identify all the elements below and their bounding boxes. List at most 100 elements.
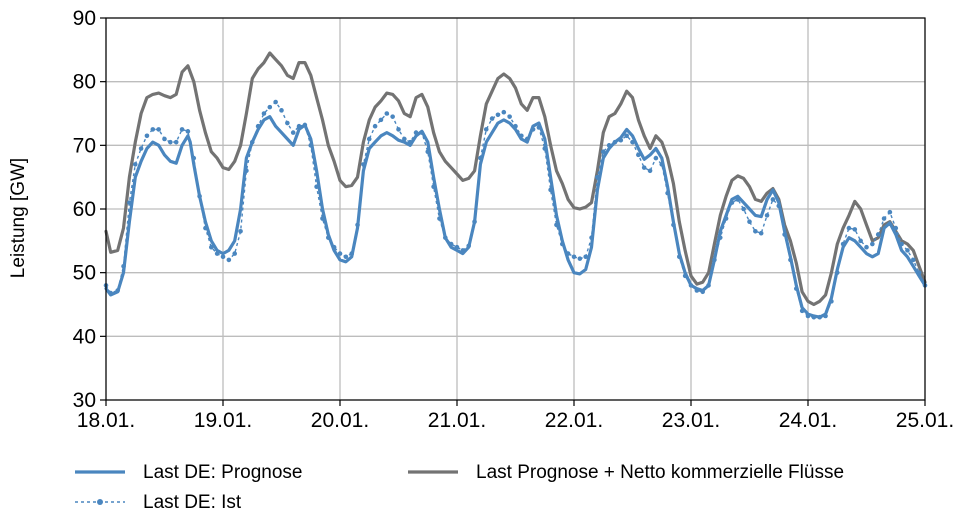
data-point <box>366 136 372 142</box>
data-point <box>495 112 501 118</box>
data-point <box>624 133 629 139</box>
data-point <box>402 136 407 142</box>
y-tick-label: 50 <box>73 262 96 285</box>
data-point <box>519 133 524 139</box>
x-tick-label: 22.01. <box>545 409 603 432</box>
data-point <box>524 136 530 142</box>
y-tick-label: 90 <box>73 7 96 30</box>
data-point <box>747 219 752 225</box>
data-point <box>794 286 799 291</box>
data-point <box>870 241 875 247</box>
data-point <box>530 127 536 132</box>
data-point <box>460 248 466 253</box>
data-point <box>448 241 454 247</box>
data-point <box>542 146 548 151</box>
data-point <box>846 225 852 231</box>
data-point <box>384 111 390 116</box>
series-layer <box>103 51 928 320</box>
data-point <box>583 254 588 260</box>
data-point <box>905 248 910 253</box>
data-point <box>378 117 384 123</box>
data-point <box>560 241 565 247</box>
data-point <box>653 155 659 161</box>
data-point <box>320 216 325 221</box>
data-point <box>911 257 916 263</box>
data-point <box>671 222 676 228</box>
data-point <box>712 257 717 263</box>
grid-lines <box>105 17 926 401</box>
data-point <box>840 241 846 247</box>
data-point <box>600 149 606 154</box>
data-point <box>717 235 723 240</box>
data-point <box>606 143 612 148</box>
data-point <box>630 139 635 145</box>
data-point <box>647 168 653 174</box>
data-point <box>589 235 594 240</box>
data-point <box>753 228 758 234</box>
data-point <box>249 139 255 145</box>
data-point <box>565 251 571 256</box>
data-point <box>203 225 208 231</box>
data-point <box>612 139 618 145</box>
data-point <box>314 184 319 190</box>
y-axis-title: Leistung [GW] <box>8 158 29 278</box>
series-line-last-prognose-netto-kommerzielle-fl-sse <box>104 51 927 307</box>
data-point <box>361 162 366 167</box>
data-point <box>279 108 284 113</box>
data-point <box>115 288 120 293</box>
data-point <box>641 165 647 170</box>
data-point <box>296 123 302 129</box>
y-tick-label: 70 <box>73 134 96 157</box>
legend-item: Last DE: Ist <box>75 492 242 513</box>
data-point <box>308 143 314 148</box>
data-point <box>443 235 448 240</box>
data-point <box>735 197 741 202</box>
y-tick-label: 60 <box>73 198 96 221</box>
data-point <box>893 225 899 231</box>
data-point <box>238 228 243 234</box>
data-point <box>770 197 776 202</box>
legend: Last DE: Prognose Last Prognose + Netto k… <box>75 462 844 513</box>
x-tick-label: 24.01. <box>779 409 837 432</box>
data-point <box>548 187 553 193</box>
data-point <box>881 216 887 221</box>
x-tick-label: 19.01. <box>194 409 252 432</box>
data-point <box>700 289 705 295</box>
data-point <box>185 129 191 134</box>
data-point <box>108 290 113 296</box>
data-point <box>805 313 811 319</box>
data-point <box>273 99 278 105</box>
data-point <box>331 244 337 250</box>
data-point <box>677 254 682 260</box>
data-point <box>162 136 167 142</box>
data-point <box>694 288 700 293</box>
data-point <box>454 244 460 250</box>
data-point <box>121 264 126 269</box>
data-point <box>326 235 331 240</box>
data-point <box>425 149 431 154</box>
data-point <box>355 222 360 228</box>
data-point <box>782 232 787 237</box>
data-point <box>390 114 395 119</box>
data-point <box>659 162 665 167</box>
data-point <box>168 139 173 145</box>
data-point <box>636 152 641 158</box>
data-point <box>138 146 144 151</box>
data-point <box>799 308 805 314</box>
data-point <box>501 109 507 115</box>
data-point <box>852 227 858 232</box>
data-point <box>478 155 483 161</box>
data-point <box>513 123 518 129</box>
data-point <box>220 254 226 260</box>
data-point <box>554 222 559 228</box>
data-point <box>144 133 150 139</box>
data-point <box>437 216 442 221</box>
data-point <box>150 127 156 132</box>
legend-label: Last Prognose + Netto kommerzielle Flüss… <box>476 462 844 483</box>
y-tick-label: 30 <box>73 389 96 412</box>
data-point <box>887 209 893 215</box>
data-point <box>741 206 746 212</box>
data-point <box>858 238 863 244</box>
data-point <box>302 122 308 128</box>
series-line-last-de-prognose <box>104 115 927 319</box>
